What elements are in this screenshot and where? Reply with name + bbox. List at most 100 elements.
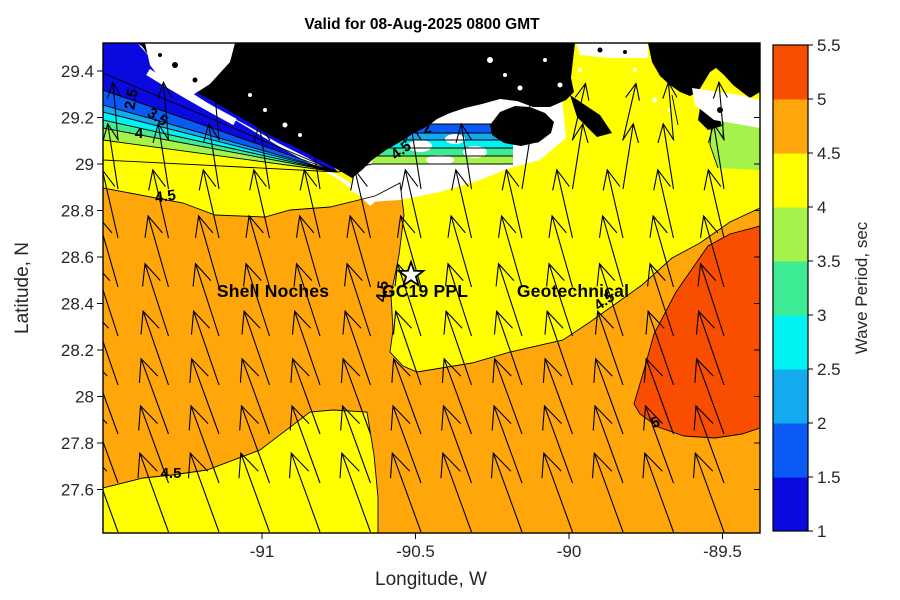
quiver-arrow xyxy=(443,309,473,386)
quiver-arrow xyxy=(253,122,271,190)
site-label: Shell Noches xyxy=(217,281,329,301)
quiver-arrow xyxy=(202,122,220,190)
quiver-arrow xyxy=(521,122,539,190)
colorbar-tick-label: 5 xyxy=(817,90,826,109)
quiver-arrow xyxy=(542,404,574,484)
quiver-arrow xyxy=(602,168,624,239)
quiver-arrow xyxy=(546,262,574,337)
quiver-arrow xyxy=(492,357,523,435)
colorbar-segment xyxy=(773,207,808,262)
colorbar-tick-label: 3.5 xyxy=(817,252,841,271)
quiver-arrow xyxy=(571,82,590,141)
bay-fill-2p5-to-3 xyxy=(372,140,513,148)
y-tick-label: 27.8 xyxy=(61,434,94,453)
colorbar-segment xyxy=(773,423,808,478)
quiver-arrow xyxy=(544,309,574,386)
quiver-arrow xyxy=(390,404,422,484)
colorbar-segment xyxy=(773,315,808,370)
quiver-arrow xyxy=(350,168,372,239)
y-tick-label: 28.2 xyxy=(61,341,94,360)
quiver-arrow xyxy=(152,122,170,190)
site-label: Geotechnical xyxy=(517,281,629,301)
quiver-arrow xyxy=(440,451,473,533)
y-axis-label: Latitude, N xyxy=(12,242,33,334)
quiver-arrow xyxy=(497,214,523,288)
site-label-layer: Shell Noches GC19 PPL Geotechnical xyxy=(217,259,629,301)
quiver-arrow xyxy=(198,168,220,239)
colorbar-tick-label: 4 xyxy=(817,198,826,217)
y-tick-label: 28.6 xyxy=(61,248,94,267)
colorbar-segment xyxy=(773,261,808,316)
quiver-arrow xyxy=(642,451,675,533)
figure-title: Valid for 08-Aug-2025 0800 GMT xyxy=(304,16,540,33)
marsh-white-north xyxy=(576,43,648,58)
marsh-white-east xyxy=(692,88,760,128)
contour-value-label: 4.5 xyxy=(161,465,182,482)
quiver-arrow xyxy=(541,451,574,533)
quiver-arrow xyxy=(241,309,271,386)
quiver-arrow xyxy=(495,262,523,337)
quiver-arrow xyxy=(106,80,122,141)
coast-white-band xyxy=(138,44,378,206)
colorbar-segment xyxy=(773,369,808,424)
contour-value-label: 2.5 xyxy=(121,87,141,110)
quiver-arrow xyxy=(207,80,223,141)
quiver-arrow xyxy=(187,451,220,533)
site-star-marker xyxy=(396,259,426,288)
x-tick-label: -91 xyxy=(250,542,275,561)
quiver-arrow xyxy=(389,451,422,533)
coast-white-speckles xyxy=(248,53,737,137)
colorbar-tick-label: 1.5 xyxy=(817,468,841,487)
axes-layer: -91 -90.5 -90 -89.5 29.4 29.2 29 28.8 28.6 28.4 28… xyxy=(61,43,760,561)
quiver-arrow xyxy=(249,168,271,239)
quiver-arrow xyxy=(594,309,624,386)
quiver-arrow xyxy=(103,169,119,239)
quiver-arrow xyxy=(188,404,220,484)
quiver-arrow xyxy=(103,221,119,288)
y-tick-label: 28.8 xyxy=(61,202,94,221)
quiver-arrow xyxy=(291,309,321,386)
quiver-arrow xyxy=(245,214,271,288)
colorbar-tick-label: 1 xyxy=(817,522,826,541)
quiver-arrow xyxy=(451,168,473,239)
quiver-arrow xyxy=(493,309,523,386)
quiver-arrow xyxy=(455,122,473,190)
quiver-arrow xyxy=(694,357,725,435)
y-tick-label: 29 xyxy=(75,155,94,174)
quiver-arrow xyxy=(645,309,675,386)
quiver-arrow xyxy=(189,357,220,435)
quiver-arrow xyxy=(400,168,422,239)
contour-value-label: 4.5 xyxy=(154,187,177,207)
quiver-arrow xyxy=(391,357,422,435)
quiver-arrow xyxy=(647,262,675,337)
quiver-arrow xyxy=(138,404,170,484)
quiver-arrow xyxy=(662,80,678,141)
quiver-arrow xyxy=(340,404,372,484)
quiver-arrow xyxy=(239,357,271,435)
land-louisiana-east xyxy=(648,43,760,98)
y-tick-label: 29.4 xyxy=(61,62,94,81)
quiver-arrow xyxy=(346,214,372,288)
quiver-arrow xyxy=(137,451,170,533)
quiver-arrow xyxy=(293,262,321,337)
quiver-arrow xyxy=(289,404,321,484)
contour-value-label: 4.5 xyxy=(373,280,392,303)
contour-value-label: 4 xyxy=(135,125,144,142)
quiver-arrow xyxy=(598,214,624,288)
quiver-arrow xyxy=(593,357,624,435)
quiver-arrow xyxy=(697,262,725,337)
quiver-arrow xyxy=(103,272,119,337)
quiver-arrow xyxy=(243,262,271,337)
quiver-arrow xyxy=(703,168,725,239)
quiver-arrow xyxy=(596,262,624,337)
land-louisiana-west xyxy=(140,43,575,178)
colorbar-tick-label: 3 xyxy=(817,306,826,325)
land-mask xyxy=(140,43,760,178)
colorbar-segment xyxy=(773,45,808,100)
quiver-arrow xyxy=(340,357,372,435)
x-tick-label: -89.5 xyxy=(703,542,742,561)
x-tick-label: -90.5 xyxy=(396,542,435,561)
quiver-arrow xyxy=(591,451,624,533)
land-barrier-island xyxy=(490,106,554,146)
